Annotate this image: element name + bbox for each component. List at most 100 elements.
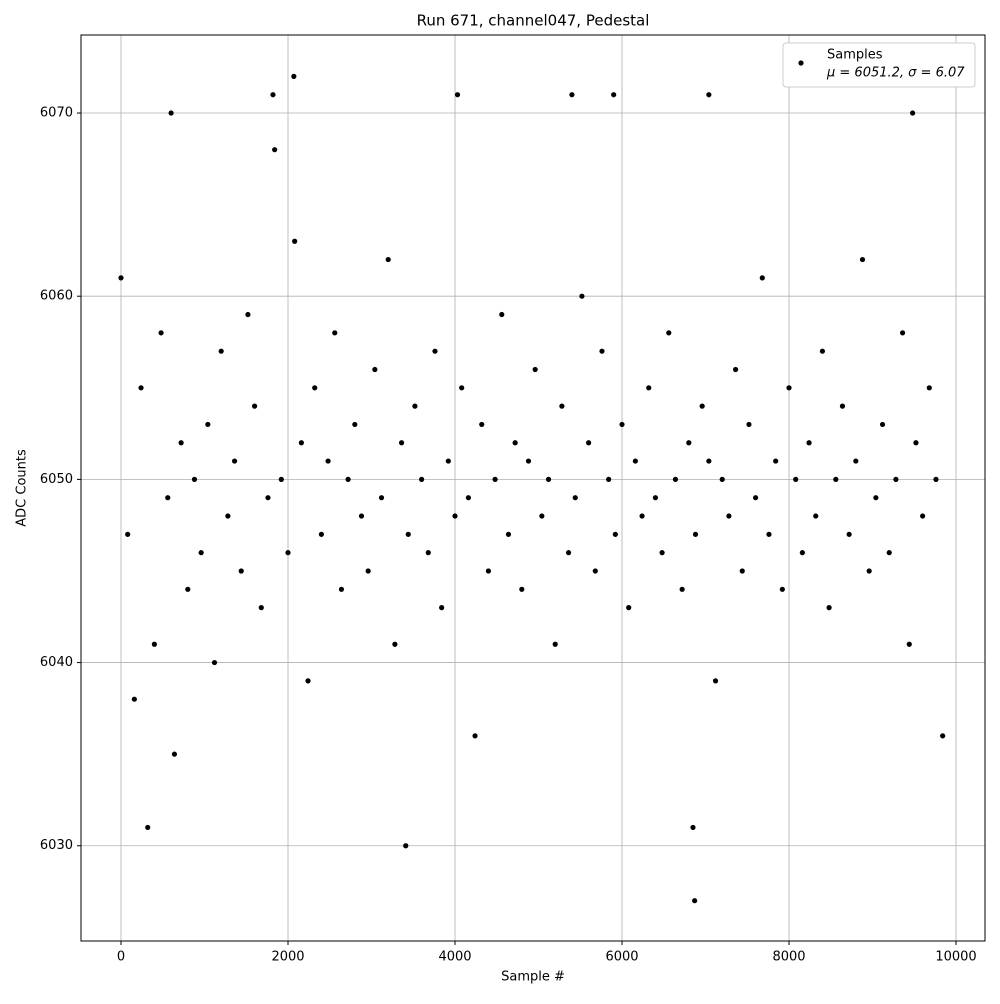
point	[879, 421, 886, 428]
point	[579, 293, 585, 299]
point	[866, 568, 872, 574]
point	[272, 147, 278, 153]
point	[205, 421, 211, 428]
point	[599, 348, 605, 354]
point	[459, 385, 465, 391]
point	[690, 824, 696, 831]
point	[619, 421, 625, 428]
point	[445, 458, 451, 464]
x-tick-label: 2000	[271, 950, 304, 965]
point	[746, 421, 752, 428]
point	[131, 696, 137, 702]
point	[305, 678, 311, 684]
point	[278, 476, 284, 482]
point	[405, 531, 411, 537]
point	[238, 568, 244, 574]
point	[692, 531, 699, 537]
point	[611, 92, 617, 98]
point	[145, 824, 151, 831]
point	[646, 385, 652, 391]
point	[325, 458, 331, 464]
y-tick-label: 6050	[40, 472, 73, 487]
point	[652, 495, 659, 501]
point	[291, 73, 297, 79]
point	[706, 92, 712, 98]
point	[505, 531, 512, 537]
point	[292, 238, 298, 244]
point	[519, 586, 525, 592]
point	[479, 421, 485, 428]
point	[779, 586, 785, 592]
point	[859, 256, 866, 263]
point	[766, 531, 772, 537]
point	[793, 476, 799, 482]
point	[692, 898, 698, 904]
point	[258, 605, 264, 611]
point	[933, 476, 939, 482]
point	[378, 495, 385, 501]
point	[833, 476, 839, 482]
point	[806, 440, 812, 446]
point	[659, 550, 665, 556]
point	[191, 476, 198, 482]
point	[586, 440, 592, 446]
point	[846, 531, 852, 537]
point	[452, 513, 458, 519]
point	[252, 403, 258, 409]
point	[686, 440, 692, 446]
point	[285, 550, 291, 556]
point	[332, 330, 338, 336]
point	[773, 458, 779, 464]
legend-label: Samples	[827, 48, 883, 63]
point	[920, 513, 926, 519]
point	[439, 605, 445, 611]
point	[171, 751, 178, 757]
point	[312, 385, 318, 391]
point	[385, 256, 391, 263]
point	[432, 348, 438, 354]
point	[365, 568, 371, 574]
point	[639, 513, 645, 519]
point	[398, 440, 405, 446]
point	[726, 513, 732, 519]
point	[403, 843, 409, 849]
point	[732, 366, 739, 373]
point	[539, 513, 545, 519]
point	[318, 531, 325, 537]
x-tick-label: 4000	[438, 950, 471, 965]
point	[125, 531, 131, 537]
point	[472, 733, 478, 739]
point	[165, 495, 171, 501]
point	[372, 366, 378, 373]
y-tick-label: 6040	[40, 655, 73, 670]
point	[559, 403, 565, 409]
point	[151, 641, 157, 647]
point	[532, 366, 538, 373]
point	[419, 476, 425, 482]
point	[512, 440, 518, 446]
plot-frame	[80, 34, 986, 942]
point	[572, 495, 578, 501]
point	[719, 476, 725, 482]
point	[853, 458, 859, 464]
chart-title: Run 671, channel047, Pedestal	[417, 12, 650, 30]
point	[245, 311, 251, 318]
point	[225, 513, 231, 519]
point	[265, 495, 271, 501]
point	[552, 641, 558, 647]
point	[270, 92, 276, 98]
point	[298, 440, 304, 446]
point	[940, 733, 946, 739]
point	[926, 385, 932, 391]
point	[632, 458, 638, 464]
point	[565, 550, 572, 556]
point	[786, 385, 792, 391]
point	[525, 458, 532, 464]
point	[158, 330, 164, 336]
y-axis-label: ADC Counts	[15, 449, 30, 527]
x-tick-label: 8000	[772, 950, 805, 965]
point	[185, 586, 191, 592]
x-tick-label: 6000	[605, 950, 638, 965]
point	[666, 330, 672, 336]
point	[338, 586, 345, 592]
